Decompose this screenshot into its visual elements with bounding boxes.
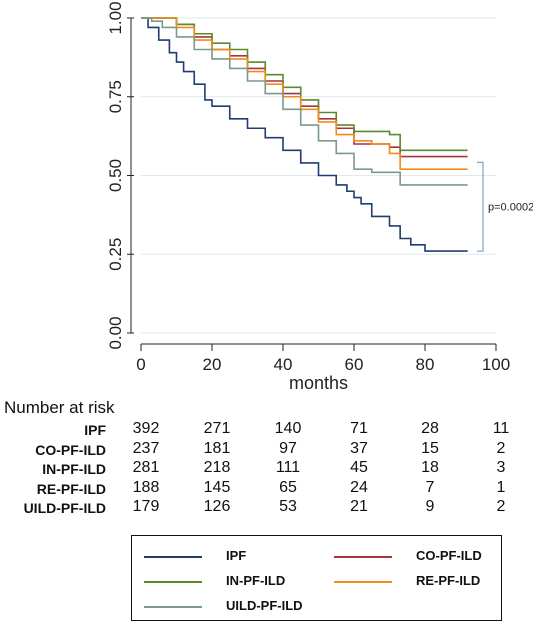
x-tick-label: 20 [203, 355, 222, 374]
risk-value: 45 [350, 459, 368, 476]
p-value-bracket-line [477, 161, 484, 252]
risk-row: UILD-PF-ILD 179 126 53 21 9 2 [0, 498, 533, 518]
survival-chart: 0.00 0.25 0.50 0.75 1.00 0 20 40 60 80 100 months p… [106, 1, 533, 393]
risk-value: 2 [496, 498, 506, 515]
x-tick-label: 0 [136, 355, 145, 374]
x-tick-label: 80 [416, 355, 435, 374]
x-axis-title: months [289, 373, 348, 393]
legend-label: UILD-PF-ILD [226, 598, 303, 613]
legend-swatch [144, 556, 202, 558]
risk-value: 53 [279, 498, 297, 515]
risk-value: 145 [203, 478, 231, 496]
risk-value: 15 [421, 439, 439, 457]
x-tick-label: 40 [274, 355, 293, 374]
legend-swatch [334, 556, 392, 558]
p-value-label: p=0.0002 [488, 202, 533, 214]
y-tick-label: 0.75 [106, 80, 125, 113]
risk-value: 28 [421, 420, 439, 437]
risk-row-label: CO-PF-ILD [35, 441, 106, 458]
series-line-re-pf-ild [141, 17, 468, 170]
risk-value: 2 [496, 439, 506, 457]
series-group [141, 17, 468, 252]
risk-value: 65 [279, 478, 297, 496]
risk-value: 271 [203, 420, 231, 437]
legend-label: IN-PF-ILD [226, 573, 286, 588]
risk-value: 111 [275, 459, 301, 476]
risk-row: IPF 392 271 140 71 28 11 [0, 420, 533, 440]
axes: 0.00 0.25 0.50 0.75 1.00 0 20 40 60 80 100 months [106, 1, 510, 393]
risk-value: 9 [425, 498, 435, 515]
legend-label: CO-PF-ILD [416, 548, 482, 563]
series-line-in-pf-ild [141, 17, 468, 152]
y-tick-label: 0.00 [106, 316, 125, 349]
risk-value: 281 [132, 459, 160, 476]
legend-swatch [334, 581, 392, 583]
risk-row: CO-PF-ILD 237 181 97 37 15 2 [0, 440, 533, 460]
p-value-bracket: p=0.0002 [477, 161, 533, 252]
risk-row-label: RE-PF-ILD [36, 480, 106, 497]
legend-label: IPF [226, 548, 247, 563]
risk-value: 24 [350, 478, 368, 496]
risk-row-label: IN-PF-ILD [42, 461, 106, 477]
risk-row-label: IPF [84, 422, 106, 438]
risk-value: 218 [203, 459, 231, 476]
y-tick-label: 0.25 [106, 238, 125, 271]
risk-table-title: Number at risk [4, 398, 115, 417]
x-tick-label: 60 [345, 355, 364, 374]
y-tick-label: 0.50 [106, 159, 125, 192]
risk-value: 140 [274, 420, 302, 437]
legend-label: RE-PF-ILD [416, 573, 481, 588]
risk-value: 237 [132, 439, 160, 457]
risk-value: 126 [203, 498, 231, 515]
risk-value: 71 [350, 420, 368, 437]
series-line-uild-pf-ild [141, 17, 468, 186]
risk-row: RE-PF-ILD 188 145 65 24 7 1 [0, 479, 533, 499]
risk-value: 7 [425, 478, 435, 496]
risk-value: 97 [279, 439, 297, 457]
risk-value: 18 [421, 459, 439, 476]
risk-value: 392 [132, 420, 160, 437]
legend: IPF CO-PF-ILD IN-PF-ILD RE-PF-ILD UILD-PF-IL… [131, 535, 502, 621]
series-line-co-pf-ild [141, 17, 468, 158]
risk-value: 1 [496, 478, 506, 496]
risk-value: 188 [132, 478, 160, 496]
series-line-ipf [141, 17, 468, 252]
risk-value: 179 [132, 498, 160, 515]
risk-value: 181 [203, 439, 231, 457]
risk-value: 21 [350, 498, 368, 515]
risk-value: 3 [496, 459, 506, 476]
y-tick-label: 1.00 [106, 1, 125, 34]
risk-value: 11 [492, 420, 510, 437]
risk-row-label: UILD-PF-ILD [23, 500, 106, 516]
x-tick-label: 100 [482, 355, 510, 374]
risk-value: 37 [350, 439, 368, 457]
legend-swatch [144, 581, 202, 583]
risk-row: IN-PF-ILD 281 218 111 45 18 3 [0, 459, 533, 479]
legend-swatch [144, 606, 202, 608]
